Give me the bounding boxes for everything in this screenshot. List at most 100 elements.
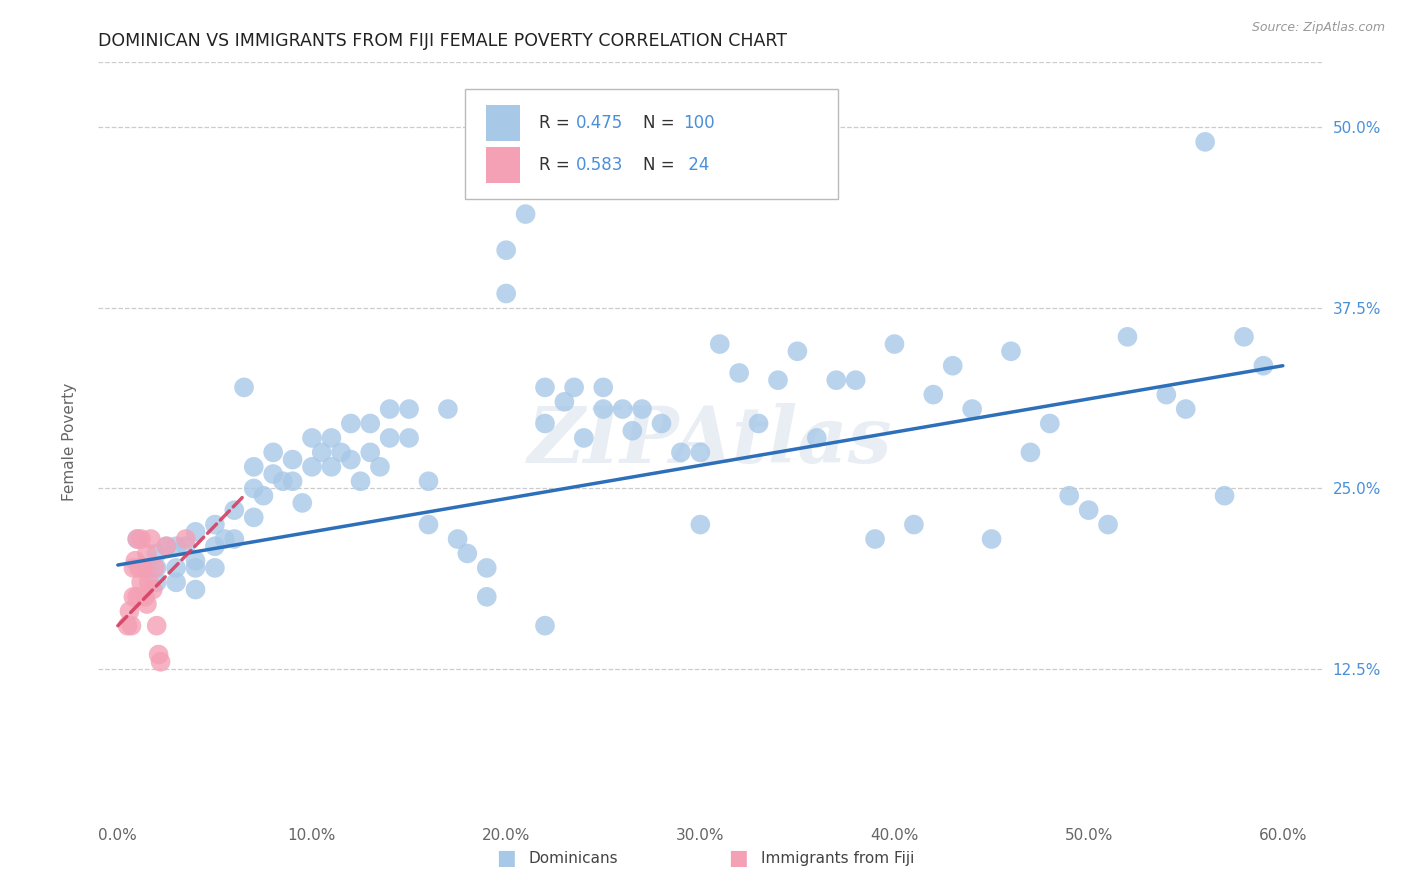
- Point: [122, 561, 145, 575]
- Point: [495, 243, 517, 257]
- Point: [134, 590, 156, 604]
- Point: [149, 655, 172, 669]
- Point: [301, 459, 323, 474]
- Point: [281, 452, 304, 467]
- Point: [321, 431, 343, 445]
- Point: [117, 618, 139, 632]
- Point: [942, 359, 965, 373]
- Point: [242, 510, 264, 524]
- Point: [1233, 330, 1256, 344]
- Point: [689, 445, 711, 459]
- Text: ■: ■: [728, 848, 748, 868]
- Point: [252, 489, 274, 503]
- Point: [980, 532, 1002, 546]
- Point: [165, 561, 187, 575]
- Point: [174, 539, 197, 553]
- Point: [165, 575, 187, 590]
- Point: [184, 554, 207, 568]
- Point: [709, 337, 731, 351]
- Point: [184, 582, 207, 597]
- Point: [534, 618, 557, 632]
- Point: [378, 431, 401, 445]
- Point: [398, 402, 420, 417]
- Point: [562, 380, 585, 394]
- Point: [515, 207, 537, 221]
- Point: [127, 590, 149, 604]
- Point: [155, 539, 177, 553]
- Point: [806, 431, 828, 445]
- Text: DOMINICAN VS IMMIGRANTS FROM FIJI FEMALE POVERTY CORRELATION CHART: DOMINICAN VS IMMIGRANTS FROM FIJI FEMALE…: [98, 32, 787, 50]
- Point: [825, 373, 848, 387]
- Point: [224, 532, 246, 546]
- Text: ■: ■: [496, 848, 516, 868]
- Point: [863, 532, 886, 546]
- Point: [1000, 344, 1022, 359]
- Point: [129, 532, 152, 546]
- Point: [1194, 135, 1216, 149]
- Point: [456, 546, 478, 560]
- Point: [534, 380, 557, 394]
- Point: [224, 503, 246, 517]
- Point: [136, 561, 159, 575]
- Point: [155, 539, 177, 553]
- Point: [145, 575, 167, 590]
- Point: [142, 582, 165, 597]
- Point: [418, 475, 440, 489]
- Point: [148, 648, 170, 662]
- Point: [359, 445, 381, 459]
- Point: [174, 532, 197, 546]
- Point: [612, 402, 634, 417]
- Point: [127, 532, 149, 546]
- Point: [1039, 417, 1062, 431]
- Point: [368, 459, 391, 474]
- Point: [553, 394, 575, 409]
- Point: [883, 337, 905, 351]
- Point: [960, 402, 983, 417]
- Point: [592, 402, 614, 417]
- Point: [572, 431, 595, 445]
- Text: 0.475: 0.475: [575, 114, 623, 132]
- Point: [621, 424, 644, 438]
- FancyBboxPatch shape: [465, 89, 838, 199]
- Text: N =: N =: [643, 114, 679, 132]
- Point: [592, 380, 614, 394]
- Point: [139, 532, 162, 546]
- Point: [1019, 445, 1042, 459]
- Point: [1213, 489, 1236, 503]
- Point: [122, 590, 145, 604]
- Point: [1057, 489, 1080, 503]
- Text: 100: 100: [683, 114, 714, 132]
- Point: [262, 467, 284, 481]
- Point: [242, 459, 264, 474]
- Point: [1116, 330, 1139, 344]
- Point: [1077, 503, 1099, 517]
- Point: [184, 561, 207, 575]
- Point: [534, 417, 557, 431]
- Point: [301, 431, 323, 445]
- Point: [145, 618, 167, 632]
- Point: [330, 445, 353, 459]
- Point: [120, 618, 142, 632]
- Point: [398, 431, 420, 445]
- Point: [145, 561, 167, 575]
- Point: [340, 452, 363, 467]
- Point: [1253, 359, 1275, 373]
- Point: [262, 445, 284, 459]
- Point: [136, 597, 159, 611]
- Text: Source: ZipAtlas.com: Source: ZipAtlas.com: [1251, 21, 1385, 34]
- Point: [204, 517, 226, 532]
- Y-axis label: Female Poverty: Female Poverty: [62, 383, 77, 500]
- Point: [1174, 402, 1197, 417]
- Point: [495, 286, 517, 301]
- Text: R =: R =: [538, 156, 575, 174]
- Point: [689, 517, 711, 532]
- FancyBboxPatch shape: [486, 105, 520, 141]
- Point: [124, 554, 146, 568]
- Point: [903, 517, 925, 532]
- Point: [128, 561, 150, 575]
- Point: [145, 546, 167, 560]
- Point: [845, 373, 868, 387]
- Point: [340, 417, 363, 431]
- Point: [311, 445, 333, 459]
- Point: [204, 539, 226, 553]
